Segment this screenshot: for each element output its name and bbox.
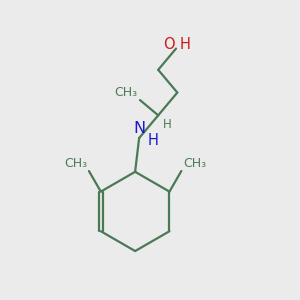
Text: CH₃: CH₃ bbox=[64, 157, 87, 170]
Text: H: H bbox=[148, 133, 159, 148]
Text: O: O bbox=[164, 37, 175, 52]
Text: H: H bbox=[163, 118, 172, 131]
Text: N: N bbox=[133, 121, 145, 136]
Text: CH₃: CH₃ bbox=[183, 157, 206, 170]
Text: H: H bbox=[180, 37, 191, 52]
Text: CH₃: CH₃ bbox=[114, 86, 137, 99]
